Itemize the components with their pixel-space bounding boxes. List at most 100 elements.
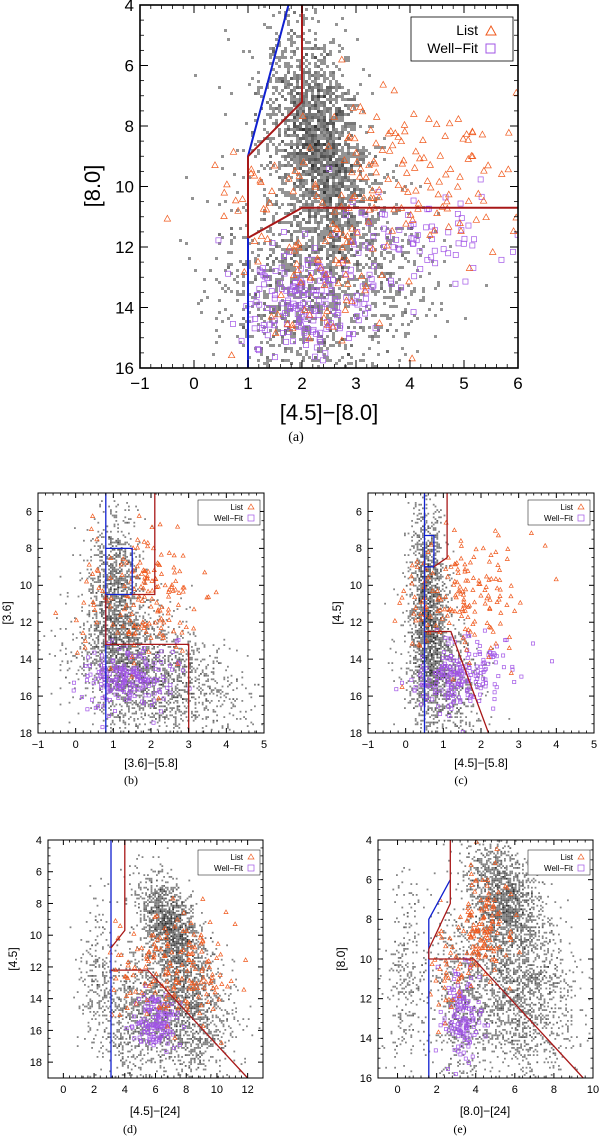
wellfit-point (369, 284, 376, 291)
cloud-cell (353, 104, 356, 107)
cloud-cell (314, 38, 317, 41)
cloud-cell (269, 278, 272, 281)
cloud-cell (326, 140, 329, 143)
cloud-cell (293, 332, 296, 335)
cloud-cell (344, 344, 347, 347)
cloud-cell (311, 293, 314, 296)
cloud-cell (293, 197, 296, 200)
cloud-cell (305, 227, 308, 230)
cloud-cell (97, 647, 100, 650)
cloud-cell (203, 290, 206, 293)
cloud-cell (162, 712, 164, 715)
cloud-cell (344, 152, 347, 155)
cloud-cell (124, 642, 127, 645)
cloud-cell (389, 296, 392, 299)
cloud-cell (347, 188, 350, 191)
cloud-cell (281, 188, 284, 191)
cloud-cell (284, 359, 287, 362)
cloud-cell (140, 662, 143, 664)
cloud-cell (350, 182, 353, 185)
cloud-cell (326, 224, 329, 227)
cloud-cell (275, 71, 278, 74)
cloud-cell (185, 691, 188, 693)
cloud-cell (153, 620, 155, 623)
cloud-cell (88, 637, 91, 639)
cloud-cell (344, 257, 347, 260)
cloud-cell (299, 320, 302, 323)
cloud-cell (110, 628, 112, 630)
cloud-cell (362, 236, 365, 239)
cloud-cell (326, 176, 329, 179)
cloud-cell (332, 212, 335, 215)
cloud-cell (311, 116, 314, 119)
cloud-cell (120, 579, 123, 582)
cloud-cell (147, 728, 150, 731)
cloud-cell (311, 74, 314, 77)
cloud-cell (183, 705, 186, 708)
cloud-cell (142, 550, 145, 553)
wellfit-point (362, 295, 369, 302)
cloud-cell (332, 152, 335, 155)
cloud-cell (326, 179, 329, 182)
cloud-cell (158, 676, 161, 679)
cloud-cell (308, 239, 311, 242)
cloud-cell (287, 326, 290, 329)
cloud-cell (245, 320, 248, 323)
cloud-cell (147, 628, 150, 630)
cloud-cell (341, 152, 344, 155)
cloud-cell (320, 197, 323, 200)
cloud-cell (257, 302, 260, 305)
cloud-cell (299, 68, 302, 71)
cloud-cell (302, 137, 305, 140)
cloud-cell (192, 651, 195, 654)
cloud-cell (374, 323, 377, 326)
cloud-cell (106, 586, 109, 589)
cloud-cell (129, 565, 132, 567)
cloud-cell (167, 655, 170, 657)
x-axis-title-a: [4.5]−[8.0] (280, 400, 378, 425)
cloud-cell (401, 323, 404, 326)
cloud-cell (296, 242, 299, 245)
cloud-cell (329, 176, 332, 179)
cloud-cell (129, 647, 132, 650)
cloud-cell (108, 554, 110, 556)
cloud-cell (174, 725, 177, 727)
cloud-cell (248, 320, 251, 323)
cloud-cell (191, 682, 193, 684)
cloud-cell (344, 203, 347, 206)
cloud-cell (153, 656, 155, 659)
cloud-cell (173, 638, 175, 641)
cloud-cell (272, 14, 275, 17)
cloud-cell (320, 95, 323, 98)
cloud-cell (317, 182, 320, 185)
cloud-cell (223, 716, 226, 718)
cloud-cell (302, 146, 305, 149)
cloud-cell (106, 574, 109, 576)
cloud-cell (284, 47, 287, 50)
cloud-cell (323, 197, 326, 200)
cloud-cell (287, 83, 290, 86)
cloud-cell (329, 95, 332, 98)
cloud-cell (128, 655, 130, 657)
list-point (329, 220, 337, 228)
cloud-cell (350, 155, 353, 158)
cloud-cell (205, 698, 208, 700)
cloud-cell (129, 552, 132, 555)
cloud-cell (120, 633, 123, 636)
cloud-cell (120, 597, 123, 600)
cloud-cell (275, 290, 278, 293)
cloud-cell (115, 568, 118, 571)
cloud-cell (338, 200, 341, 203)
cloud-cell (113, 557, 116, 560)
cloud-cell (142, 656, 145, 659)
cloud-cell (245, 209, 248, 212)
cloud-cell (278, 344, 281, 347)
cloud-cell (317, 221, 320, 224)
cloud-cell (317, 59, 320, 62)
cloud-cell (171, 707, 173, 709)
cloud-cell (335, 215, 338, 218)
cloud-cell (230, 239, 233, 242)
cloud-cell (338, 275, 341, 278)
cloud-cell (275, 80, 278, 83)
cloud-cell (101, 613, 103, 616)
